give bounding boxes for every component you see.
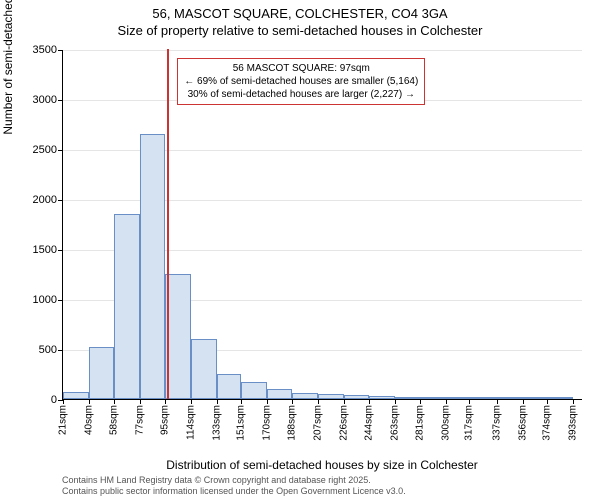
- xtick-mark: [318, 399, 319, 404]
- xtick-mark: [241, 399, 242, 404]
- credits: Contains HM Land Registry data © Crown c…: [62, 475, 406, 498]
- histogram-bar: [89, 347, 114, 399]
- xtick-mark: [63, 399, 64, 404]
- xtick-mark: [217, 399, 218, 404]
- xtick-label: 393sqm: [568, 405, 579, 441]
- xtick-mark: [420, 399, 421, 404]
- xtick-mark: [191, 399, 192, 404]
- annotation-line: 30% of semi-detached houses are larger (…: [184, 88, 418, 101]
- histogram-bar: [523, 397, 548, 399]
- xtick-mark: [395, 399, 396, 404]
- histogram-bar: [292, 393, 318, 399]
- histogram-bar: [114, 214, 140, 399]
- histogram-bar: [547, 397, 573, 399]
- xtick-label: 244sqm: [363, 405, 374, 441]
- ytick-label: 3500: [33, 44, 63, 56]
- ytick-label: 1000: [33, 294, 63, 306]
- histogram-bar: [217, 374, 242, 399]
- xtick-mark: [267, 399, 268, 404]
- histogram-bar: [191, 339, 217, 399]
- xtick-label: 21sqm: [58, 405, 69, 435]
- histogram-bar: [241, 382, 267, 399]
- xtick-mark: [89, 399, 90, 404]
- xtick-label: 374sqm: [542, 405, 553, 441]
- xtick-label: 95sqm: [159, 405, 170, 435]
- credits-line-2: Contains public sector information licen…: [62, 486, 406, 498]
- annotation-box: 56 MASCOT SQUARE: 97sqm← 69% of semi-det…: [177, 58, 425, 105]
- xtick-mark: [140, 399, 141, 404]
- xtick-mark: [165, 399, 166, 404]
- plot-area: 050010001500200025003000350021sqm40sqm58…: [62, 50, 582, 400]
- xtick-label: 114sqm: [185, 405, 196, 440]
- histogram-bar: [446, 397, 469, 399]
- xtick-label: 207sqm: [313, 405, 324, 441]
- histogram-bar: [344, 395, 369, 399]
- xtick-label: 281sqm: [414, 405, 425, 441]
- xtick-mark: [114, 399, 115, 404]
- xtick-mark: [344, 399, 345, 404]
- xtick-mark: [446, 399, 447, 404]
- xtick-label: 188sqm: [287, 405, 298, 441]
- histogram-bar: [469, 397, 496, 399]
- chart-subtitle: Size of property relative to semi-detach…: [0, 23, 600, 38]
- xtick-label: 58sqm: [108, 405, 119, 435]
- chart-container: 56, MASCOT SQUARE, COLCHESTER, CO4 3GA S…: [0, 0, 600, 500]
- xtick-label: 356sqm: [517, 405, 528, 441]
- histogram-bar: [140, 134, 165, 399]
- xtick-label: 337sqm: [491, 405, 502, 441]
- histogram-bar: [318, 394, 344, 399]
- xtick-label: 170sqm: [262, 405, 273, 441]
- ytick-label: 2000: [33, 194, 63, 206]
- ytick-label: 500: [39, 344, 63, 356]
- histogram-bar: [267, 389, 292, 399]
- xtick-label: 317sqm: [464, 405, 475, 441]
- xtick-label: 40sqm: [84, 405, 95, 435]
- histogram-bar: [420, 397, 446, 399]
- histogram-bar: [63, 392, 89, 399]
- xtick-label: 77sqm: [134, 405, 145, 435]
- xtick-mark: [547, 399, 548, 404]
- xtick-mark: [573, 399, 574, 404]
- xtick-mark: [523, 399, 524, 404]
- xtick-mark: [469, 399, 470, 404]
- xtick-mark: [497, 399, 498, 404]
- ytick-label: 3000: [33, 94, 63, 106]
- xtick-label: 226sqm: [339, 405, 350, 441]
- y-axis-label: Number of semi-detached properties: [1, 0, 15, 135]
- histogram-bar: [497, 397, 523, 399]
- xtick-label: 300sqm: [440, 405, 451, 441]
- grid-line: [63, 50, 582, 51]
- ytick-label: 1500: [33, 244, 63, 256]
- ytick-label: 2500: [33, 144, 63, 156]
- credits-line-1: Contains HM Land Registry data © Crown c…: [62, 475, 406, 487]
- xtick-mark: [369, 399, 370, 404]
- chart-title: 56, MASCOT SQUARE, COLCHESTER, CO4 3GA: [0, 6, 600, 21]
- xtick-label: 133sqm: [211, 405, 222, 441]
- xtick-mark: [292, 399, 293, 404]
- x-axis-label: Distribution of semi-detached houses by …: [62, 458, 582, 472]
- annotation-line: ← 69% of semi-detached houses are smalle…: [184, 75, 418, 88]
- annotation-line: 56 MASCOT SQUARE: 97sqm: [184, 62, 418, 75]
- xtick-label: 263sqm: [390, 405, 401, 441]
- marker-line: [167, 49, 169, 399]
- xtick-label: 151sqm: [236, 405, 247, 441]
- histogram-bar: [395, 397, 420, 399]
- histogram-bar: [369, 396, 395, 399]
